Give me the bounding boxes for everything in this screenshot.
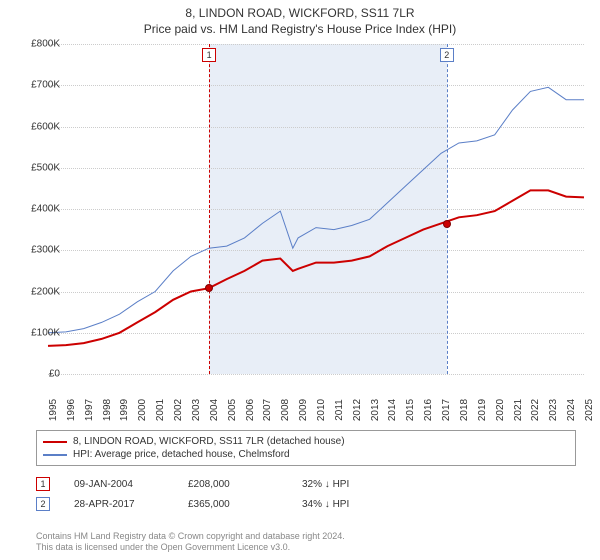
x-tick-label: 2002: [173, 399, 184, 421]
transaction-diff-2: 34% ↓ HPI: [302, 499, 392, 510]
transaction-diff-1: 32% ↓ HPI: [302, 479, 392, 490]
x-tick-label: 2024: [566, 399, 577, 421]
x-tick-label: 2000: [137, 399, 148, 421]
y-tick-label: £100K: [20, 327, 60, 338]
x-tick-label: 2013: [370, 399, 381, 421]
y-tick-label: £300K: [20, 245, 60, 256]
footer-line-2: This data is licensed under the Open Gov…: [36, 542, 345, 554]
transaction-price-1: £208,000: [188, 479, 278, 490]
x-tick-label: 2011: [334, 399, 345, 421]
x-tick-label: 2010: [316, 399, 327, 421]
x-tick-label: 2008: [280, 399, 291, 421]
x-tick-label: 2014: [387, 399, 398, 421]
line-series: [48, 44, 584, 374]
marker-box: 2: [440, 48, 454, 62]
x-tick-label: 2023: [548, 399, 559, 421]
transaction-row-2: 2 28-APR-2017 £365,000 34% ↓ HPI: [36, 494, 392, 514]
chart-container: 8, LINDON ROAD, WICKFORD, SS11 7LR Price…: [0, 0, 600, 560]
x-tick-label: 2005: [227, 399, 238, 421]
legend-swatch-2: [43, 454, 67, 456]
x-tick-label: 2004: [209, 399, 220, 421]
x-tick-label: 2021: [513, 399, 524, 421]
chart-subtitle: Price paid vs. HM Land Registry's House …: [0, 20, 600, 44]
marker-box: 1: [202, 48, 216, 62]
x-axis-labels: 1995 1996 1997 1998 1999 2000 2001 2002 2003 2004…: [48, 378, 584, 428]
x-tick-label: 1998: [102, 399, 113, 421]
x-tick-label: 1999: [119, 399, 130, 421]
x-tick-label: 1995: [48, 399, 59, 421]
transaction-table: 1 09-JAN-2004 £208,000 32% ↓ HPI 2 28-AP…: [36, 474, 392, 514]
x-tick-label: 2009: [298, 399, 309, 421]
y-tick-label: £400K: [20, 204, 60, 215]
x-tick-label: 2017: [441, 399, 452, 421]
footer-line-1: Contains HM Land Registry data © Crown c…: [36, 531, 345, 543]
x-tick-label: 2012: [352, 399, 363, 421]
legend: 8, LINDON ROAD, WICKFORD, SS11 7LR (deta…: [36, 430, 576, 466]
footer: Contains HM Land Registry data © Crown c…: [36, 531, 345, 554]
x-tick-label: 2007: [262, 399, 273, 421]
x-tick-label: 1996: [66, 399, 77, 421]
transaction-row-1: 1 09-JAN-2004 £208,000 32% ↓ HPI: [36, 474, 392, 494]
x-tick-label: 2015: [405, 399, 416, 421]
y-tick-label: £500K: [20, 162, 60, 173]
transaction-price-2: £365,000: [188, 499, 278, 510]
x-tick-label: 2016: [423, 399, 434, 421]
x-tick-label: 2018: [459, 399, 470, 421]
x-tick-label: 2001: [155, 399, 166, 421]
x-tick-label: 2006: [245, 399, 256, 421]
x-tick-label: 2003: [191, 399, 202, 421]
x-tick-label: 2020: [495, 399, 506, 421]
legend-item-1: 8, LINDON ROAD, WICKFORD, SS11 7LR (deta…: [43, 435, 569, 448]
plot-area: 12: [48, 44, 584, 374]
transaction-marker-2: 2: [36, 497, 50, 511]
legend-label-1: 8, LINDON ROAD, WICKFORD, SS11 7LR (deta…: [73, 436, 345, 447]
y-tick-label: £200K: [20, 286, 60, 297]
y-tick-label: £600K: [20, 121, 60, 132]
legend-swatch-1: [43, 441, 67, 443]
x-tick-label: 2022: [530, 399, 541, 421]
legend-label-2: HPI: Average price, detached house, Chel…: [73, 449, 290, 460]
transaction-marker-1: 1: [36, 477, 50, 491]
x-tick-label: 2019: [477, 399, 488, 421]
transaction-date-1: 09-JAN-2004: [74, 479, 164, 490]
x-tick-label: 2025: [584, 399, 595, 421]
legend-item-2: HPI: Average price, detached house, Chel…: [43, 448, 569, 461]
y-tick-label: £800K: [20, 39, 60, 50]
x-tick-label: 1997: [84, 399, 95, 421]
chart-title: 8, LINDON ROAD, WICKFORD, SS11 7LR: [0, 0, 600, 20]
y-tick-label: £700K: [20, 80, 60, 91]
transaction-date-2: 28-APR-2017: [74, 499, 164, 510]
